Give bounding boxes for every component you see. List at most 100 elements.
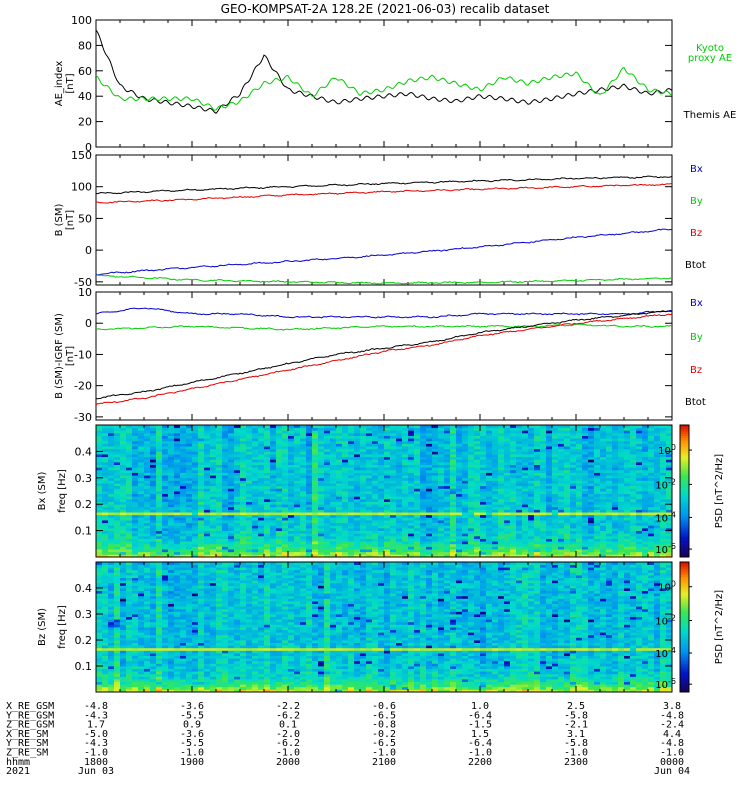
- legend-label: proxy AE: [688, 53, 732, 64]
- ephemeris-value: 1900: [180, 757, 204, 768]
- y-tick-label: 0.1: [75, 660, 93, 673]
- ephemeris-row-label: Y_RE_SM: [6, 738, 48, 749]
- ephemeris-value: -1.0: [276, 748, 300, 759]
- legend-label: Bz: [690, 228, 702, 239]
- ephemeris-table: X_RE_GSM -4.8 -3.6 -2.2 -0.6 1.0 2.5 3.8Y_RE_GS…: [6, 701, 690, 777]
- ephemeris-value: -6.2: [276, 738, 300, 749]
- ephemeris-value: Jun 04: [654, 766, 690, 777]
- figure-title: GEO-KOMPSAT-2A 128.2E (2021-06-03) recal…: [221, 2, 550, 16]
- ephemeris-value: 3.1: [567, 729, 585, 740]
- ephemeris-value: -2.2: [276, 701, 300, 712]
- ephemeris-row-label: hhmm: [6, 757, 30, 768]
- ephemeris-value: 1.0: [471, 701, 489, 712]
- heatmap-cells: [96, 425, 673, 558]
- colorbar-tick-label: 10-6: [655, 542, 676, 556]
- ephemeris-row: 2021 Jun 03 Jun 04: [6, 766, 690, 777]
- series-line-btot: [95, 175, 673, 195]
- y-tick-label: 0.2: [75, 498, 93, 511]
- ephemeris-value: -5.8: [564, 738, 588, 749]
- ephemeris-value: 1.5: [471, 729, 489, 740]
- colorbar-tick-label: 100: [658, 443, 676, 457]
- ephemeris-row: Y_RE_SM -4.3 -5.5 -6.2 -6.5 -6.4 -5.8 -4.8: [6, 738, 684, 749]
- ephemeris-value: -1.5: [468, 720, 492, 731]
- ephemeris-value: 3.8: [663, 701, 681, 712]
- legend-label: Bx: [690, 298, 703, 309]
- ephemeris-value: 4.4: [663, 729, 681, 740]
- colorbar: 100 10-2 10-4 10-6 PSD [nT^2/Hz]: [655, 561, 725, 693]
- ephemeris-value: -6.2: [276, 710, 300, 721]
- ephemeris-value: 0000: [660, 757, 684, 768]
- y-axis-label: Bz (SM): [37, 608, 48, 646]
- legend-label: By: [690, 332, 703, 343]
- legend-label: Kyoto: [696, 43, 724, 54]
- plot-frame: [95, 154, 673, 286]
- panel-5: 0.10.20.30.4Bz (SM) freq [Hz]10010-210-41…: [37, 561, 725, 693]
- y-tick-label: -20: [74, 380, 92, 393]
- series-line-bz: [95, 313, 673, 406]
- ephemeris-value: 2000: [276, 757, 300, 768]
- ephemeris-row: X_RE_SM -5.0 -3.6 -2.0 -0.2 1.5 3.1 4.4: [6, 729, 681, 740]
- y-tick-label: 20: [78, 116, 92, 129]
- y-tick-label: 50: [78, 212, 92, 225]
- ephemeris-value: -5.5: [180, 710, 204, 721]
- ephemeris-value: -4.8: [660, 710, 684, 721]
- ephemeris-value: -3.6: [180, 729, 204, 740]
- series-line-bx: [95, 228, 673, 276]
- legend-label: Themis AE: [683, 110, 737, 121]
- y-tick-label: 0.1: [75, 525, 93, 538]
- ephemeris-row: Z_RE_GSM 1.7 0.9 0.1 -0.8 -1.5 -2.1 -2.4: [6, 720, 684, 731]
- ephemeris-value: -1.0: [468, 748, 492, 759]
- colorbar-tick-label: 100: [658, 580, 676, 594]
- ephemeris-value: -1.0: [660, 748, 684, 759]
- ephemeris-value: 2100: [372, 757, 396, 768]
- y-tick-label: -30: [74, 411, 92, 424]
- ephemeris-value: -6.4: [468, 710, 492, 721]
- ephemeris-value: 0.1: [279, 720, 297, 731]
- y-tick-label: 0: [85, 244, 92, 257]
- y-tick-label: 0.2: [75, 634, 93, 647]
- ephemeris-row-label: X_RE_SM: [6, 729, 48, 740]
- ephemeris-row: hhmm 1800 1900 2000 2100 2200 2300 0000: [6, 757, 684, 768]
- ephemeris-value: Jun 03: [78, 766, 114, 777]
- ephemeris-value: -6.5: [372, 738, 396, 749]
- ephemeris-value: -4.8: [84, 701, 108, 712]
- ephemeris-value: 2300: [564, 757, 588, 768]
- series-line-themis-ae: [95, 29, 673, 114]
- y-tick-label: 0: [85, 317, 92, 330]
- ephemeris-value: -5.8: [564, 710, 588, 721]
- ephemeris-value: 0.9: [183, 720, 201, 731]
- ephemeris-value: -1.0: [372, 748, 396, 759]
- y-tick-label: 0.4: [75, 582, 93, 595]
- ephemeris-value: -4.3: [84, 738, 108, 749]
- ephemeris-row-label: X_RE_GSM: [6, 701, 54, 712]
- y-tick-label: 150: [71, 149, 92, 162]
- plot-frame: [95, 19, 673, 148]
- ephemeris-row-label: 2021: [6, 766, 30, 777]
- y-axis-label: B (SM): [54, 203, 65, 236]
- y-axis-label: AE_index: [54, 61, 65, 107]
- ephemeris-value: -4.3: [84, 710, 108, 721]
- ephemeris-value: -0.8: [372, 720, 396, 731]
- y-tick-label: -50: [74, 276, 92, 289]
- colorbar-tick-label: 10-6: [655, 677, 676, 691]
- y-tick-label: 0.3: [75, 608, 93, 621]
- y-tick-label: 0.4: [75, 445, 93, 458]
- y-tick-label: 40: [78, 90, 92, 103]
- colorbar-tick-label: 10-4: [655, 646, 676, 660]
- ephemeris-value: 2200: [468, 757, 492, 768]
- y-axis-label: [nT]: [65, 210, 76, 230]
- ephemeris-value: -1.0: [180, 748, 204, 759]
- y-axis-label: Bx (SM): [37, 472, 48, 511]
- ephemeris-value: -1.0: [84, 748, 108, 759]
- legend-label: Btot: [685, 397, 706, 408]
- ephemeris-value: -6.5: [372, 710, 396, 721]
- series-line-by: [95, 274, 673, 285]
- ephemeris-value: -2.0: [276, 729, 300, 740]
- y-tick-label: 80: [78, 39, 92, 52]
- y-tick-label: 100: [71, 181, 92, 194]
- y-tick-label: -10: [74, 348, 92, 361]
- y-tick-label: 0: [85, 141, 92, 154]
- series-line-btot: [95, 310, 673, 400]
- y-axis-label: B (SM)-IGRF (SM): [54, 313, 65, 399]
